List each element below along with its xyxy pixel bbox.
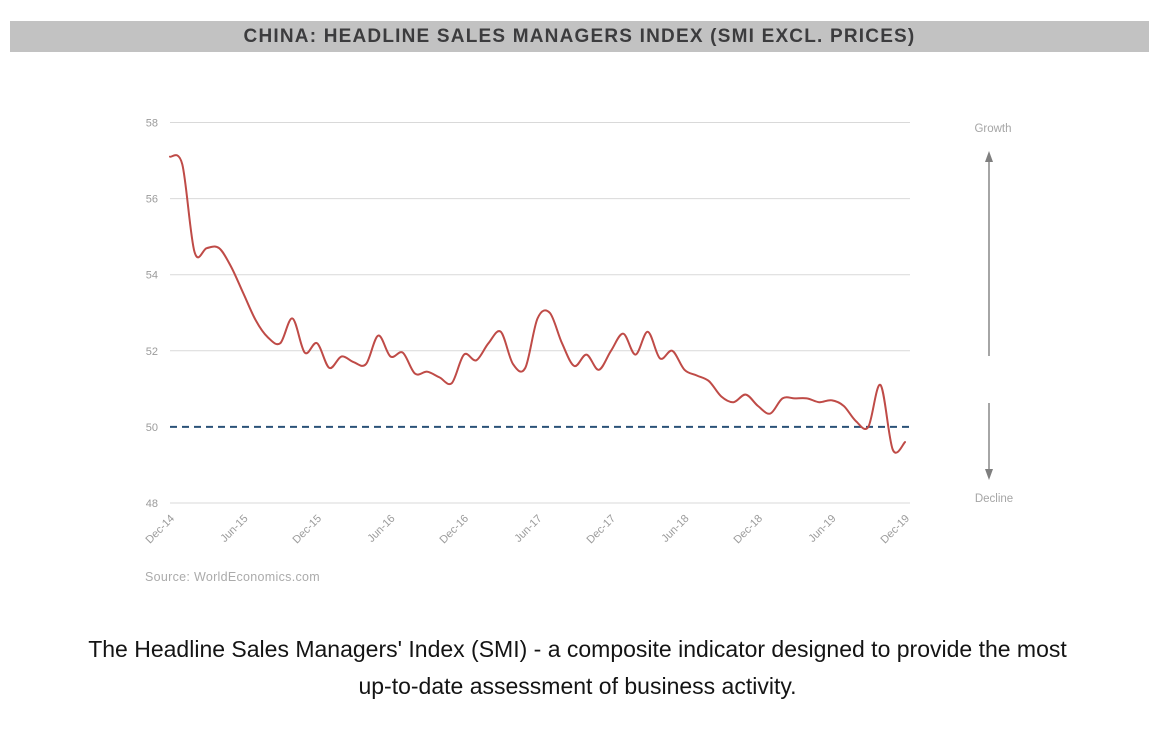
source-label: Source: WorldEconomics.com <box>145 570 320 584</box>
y-tick-label-48: 48 <box>146 498 158 510</box>
y-axis-labels: 48 50 52 54 56 58 <box>146 118 158 511</box>
x-axis-labels: Dec-14 Jun-15 Dec-15 Jun-16 Dec-16 Jun-17 Dec-… <box>144 513 913 547</box>
y-tick-label-54: 54 <box>146 270 158 282</box>
x-tick-label-Dec-14: Dec-14 <box>144 513 178 547</box>
x-tick-label-Dec-15: Dec-15 <box>291 513 325 547</box>
x-tick-label-Jun-19: Jun-19 <box>806 513 838 545</box>
x-tick-label-Dec-17: Dec-17 <box>585 513 619 547</box>
y-tick-label-52: 52 <box>146 346 158 358</box>
chart-title: CHINA: HEADLINE SALES MANAGERS INDEX (SM… <box>243 25 916 47</box>
x-tick-label-Dec-19: Dec-19 <box>879 513 913 547</box>
y-tick-label-50: 50 <box>146 422 158 434</box>
x-tick-label-Dec-18: Dec-18 <box>732 513 766 547</box>
y-tick-label-58: 58 <box>146 118 158 130</box>
decline-arrow-icon <box>985 469 993 480</box>
growth-annotation: Growth <box>974 123 1012 356</box>
decline-annotation: Decline <box>975 403 1013 505</box>
gridlines <box>170 122 910 504</box>
growth-label: Growth <box>974 123 1011 135</box>
caption: The Headline Sales Managers' Index (SMI)… <box>0 631 1155 705</box>
caption-line-2: up-to-date assessment of business activi… <box>358 673 797 699</box>
x-tick-label-Jun-16: Jun-16 <box>365 513 397 545</box>
chart-title-bar: CHINA: HEADLINE SALES MANAGERS INDEX (SM… <box>10 21 1149 52</box>
decline-label: Decline <box>975 493 1013 505</box>
x-tick-label-Jun-15: Jun-15 <box>218 513 250 545</box>
x-tick-label-Jun-18: Jun-18 <box>659 513 691 545</box>
caption-line-1: The Headline Sales Managers' Index (SMI)… <box>88 636 1067 662</box>
growth-arrow-icon <box>985 151 993 162</box>
y-tick-label-56: 56 <box>146 194 158 206</box>
x-tick-label-Jun-17: Jun-17 <box>512 513 544 545</box>
smi-series-line <box>169 154 906 454</box>
x-tick-label-Dec-16: Dec-16 <box>438 513 472 547</box>
